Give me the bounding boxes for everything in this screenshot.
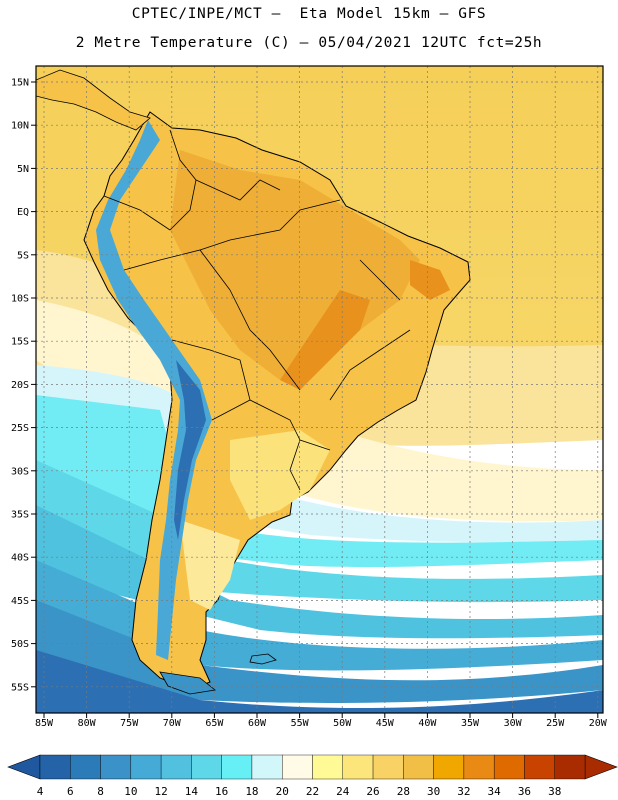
lat-label-15s: 15S [11, 337, 29, 348]
colorbar-swatch [100, 754, 132, 780]
colorbar-label: 12 [154, 785, 167, 798]
lat-label-5n: 5N [17, 164, 29, 175]
country-borders [103, 129, 411, 491]
band-ocean-22 [36, 300, 603, 522]
longitude-labels: 85W 80W 75W 70W 65W 60W 55W 50W 45W 40W 35W 30W 25W 2… [35, 713, 608, 729]
lon-label-75w: 75W [120, 718, 139, 729]
hot-region-central [280, 290, 370, 390]
lat-label-25s: 25S [11, 423, 29, 434]
andes-core [174, 360, 206, 540]
lon-label-45w: 45W [376, 718, 395, 729]
andes-ridge [96, 120, 212, 660]
colorbar-label: 4 [37, 785, 44, 798]
tierra-del-fuego [159, 671, 216, 695]
lon-label-35w: 35W [461, 718, 480, 729]
colorbar-swatch [130, 754, 162, 780]
lat-label-35s: 35S [11, 510, 29, 521]
colorbar-swatch [463, 754, 495, 780]
lon-label-25w: 25W [546, 718, 565, 729]
lon-label-80w: 80W [78, 718, 97, 729]
colorbar-label: 8 [97, 785, 104, 798]
colorbar-swatch [221, 754, 253, 780]
colorbar-swatch [282, 754, 313, 780]
lon-label-65w: 65W [205, 718, 224, 729]
lat-label-20s: 20S [11, 380, 29, 391]
central-america [36, 69, 151, 131]
colorbar-swatch [342, 754, 374, 780]
lon-label-20w: 20W [589, 718, 608, 729]
lat-label-15n: 15N [11, 78, 29, 89]
colorbar-label: 10 [124, 785, 137, 798]
lat-label-50s: 50S [11, 639, 29, 650]
colorbar-label: 14 [185, 785, 199, 798]
colorbar-label: 26 [366, 785, 379, 798]
lat-label-5s: 5S [17, 250, 29, 261]
colorbar-label: 22 [306, 785, 319, 798]
colorbar-label: 38 [548, 785, 561, 798]
lon-label-60w: 60W [248, 718, 267, 729]
colorbar-label: 28 [397, 785, 410, 798]
lon-label-55w: 55W [291, 718, 310, 729]
colorbar-swatch [493, 754, 525, 780]
falkland-islands [249, 653, 277, 665]
band-ocean-6 [36, 650, 603, 713]
colorbar-label: 6 [67, 785, 74, 798]
colorbar-swatch [39, 754, 71, 780]
lon-label-40w: 40W [418, 718, 437, 729]
colorbar-label: 32 [457, 785, 470, 798]
lon-label-85w: 85W [35, 718, 54, 729]
lat-label-10n: 10N [11, 121, 29, 132]
colorbar-swatch [433, 754, 465, 780]
mild-region-patagonia [180, 520, 240, 610]
colorbar-label: 34 [488, 785, 502, 798]
colorbar-label: 20 [276, 785, 289, 798]
colorbar-swatch [191, 754, 222, 780]
colorbar-label: 18 [245, 785, 258, 798]
map-title: CPTEC/INPE/MCT – Eta Model 15km – GFS [131, 6, 487, 22]
lon-label-70w: 70W [163, 718, 182, 729]
colorbar-swatch [554, 754, 586, 780]
lat-label-40s: 40S [11, 553, 29, 564]
colorbar-swatch [403, 754, 434, 780]
lat-label-55s: 55S [11, 682, 29, 693]
map-frame [35, 65, 604, 714]
colorbar-low-arrow [7, 754, 41, 780]
colorbar-label: 24 [336, 785, 350, 798]
temperature-field [36, 66, 603, 713]
lat-label-eq: EQ [17, 207, 29, 218]
colorbar-swatch [524, 754, 555, 780]
mild-region-south [230, 430, 330, 520]
colorbar-swatch [160, 754, 192, 780]
colorbar-label: 16 [215, 785, 228, 798]
lat-label-30s: 30S [11, 466, 29, 477]
lon-label-50w: 50W [333, 718, 352, 729]
lon-label-30w: 30W [504, 718, 523, 729]
colorbar-swatch [372, 754, 404, 780]
colorbar: 4 6 8 10 12 14 16 18 20 22 24 26 28 30 32 34 36 38 [7, 754, 618, 798]
colorbar-swatch [70, 754, 101, 780]
lat-label-45s: 45S [11, 596, 29, 607]
latitude-labels: 15N 10N 5N EQ 5S 10S 15S 20S 25S 30S 35S 40S 45S 50S 5… [11, 78, 36, 693]
colorbar-swatch [251, 754, 283, 780]
colorbar-high-arrow [584, 754, 618, 780]
colorbar-label: 36 [518, 785, 531, 798]
colorbar-label: 30 [427, 785, 440, 798]
hot-region-northeast [410, 260, 450, 300]
lat-label-10s: 10S [11, 294, 29, 305]
map-subtitle: 2 Metre Temperature (C) – 05/04/2021 12U… [75, 35, 543, 51]
colorbar-swatch [312, 754, 343, 780]
